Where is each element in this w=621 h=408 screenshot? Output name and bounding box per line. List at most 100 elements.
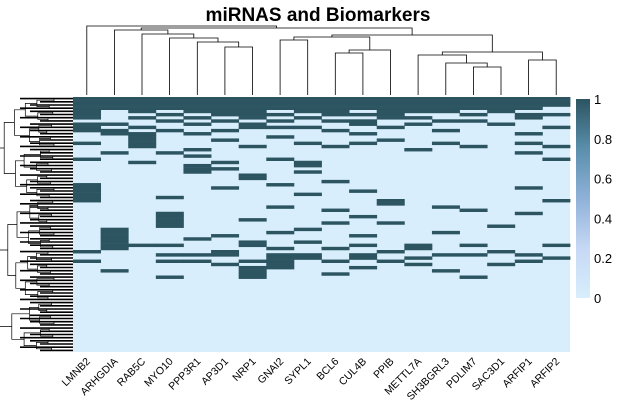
column-dendrogram-branch: [86, 25, 277, 95]
heatmap-cell: [155, 243, 184, 248]
heatmap-cell: [238, 240, 267, 244]
heatmap-cell: [73, 122, 102, 126]
heatmap-cell: [321, 100, 350, 104]
colorbar: [576, 99, 590, 298]
heatmap-cell: [211, 253, 240, 257]
heatmap-cell: [183, 103, 212, 107]
heatmap-cell: [321, 144, 350, 149]
heatmap-cell: [266, 119, 295, 123]
heatmap-cell: [349, 253, 378, 257]
heatmap-cell: [73, 100, 102, 104]
heatmap-cell: [100, 100, 129, 104]
heatmap-cell: [128, 97, 157, 101]
heatmap-cell: [183, 122, 212, 126]
heatmap-cell: [238, 97, 267, 101]
heatmap-cell: [376, 103, 405, 107]
heatmap-cell: [183, 259, 212, 263]
heatmap-cell: [431, 103, 460, 107]
column-dendrogram-branch: [334, 52, 364, 95]
heatmap-cell: [542, 243, 571, 248]
heatmap-cell: [100, 227, 129, 232]
heatmap-cell: [238, 259, 267, 263]
heatmap-cell: [376, 116, 405, 120]
heatmap-cell: [73, 199, 102, 203]
heatmap-cell: [542, 97, 571, 101]
heatmap-cell: [100, 106, 129, 110]
heatmap-cell: [293, 256, 322, 260]
heatmap-cell: [100, 97, 129, 101]
colorbar-tick-label: 0.4: [594, 211, 612, 226]
heatmap-cell: [459, 144, 488, 149]
heatmap-cell: [293, 253, 322, 257]
heatmap-cell: [128, 132, 157, 136]
row-dendrogram-branch: [15, 262, 28, 289]
heatmap-cell: [211, 112, 240, 117]
heatmap-cell: [238, 125, 267, 130]
heatmap-cell: [73, 128, 102, 133]
heatmap-cell: [211, 103, 240, 107]
colorbar-tick-label: 0: [594, 291, 601, 306]
heatmap-cell: [376, 109, 405, 114]
heatmap-cell: [349, 119, 378, 123]
column-label: ARFIP1: [500, 356, 535, 391]
heatmap-cell: [100, 243, 129, 248]
heatmap-cell: [100, 103, 129, 107]
column-label: GNAI2: [255, 356, 286, 387]
heatmap-cell: [100, 128, 129, 133]
heatmap-cell: [183, 170, 212, 174]
heatmap-cell: [238, 218, 267, 222]
colorbar-tick-label: 1: [594, 92, 601, 107]
heatmap-cell: [293, 227, 322, 232]
heatmap-cell: [266, 125, 295, 130]
heatmap-cell: [376, 250, 405, 254]
heatmap-cell: [211, 160, 240, 165]
heatmap-cell: [321, 109, 350, 114]
heatmap-cell: [155, 214, 184, 219]
heatmap-cell: [266, 135, 295, 139]
heatmap-cell: [349, 122, 378, 126]
color-legend: 0 0.2 0.4 0.6 0.8 1: [576, 92, 612, 306]
heatmap-cell: [238, 103, 267, 107]
heatmap-cell: [404, 97, 433, 101]
heatmap-cell: [349, 256, 378, 260]
heatmap-cell: [183, 148, 212, 152]
heatmap-cell: [100, 269, 129, 273]
heatmap-cell: [404, 148, 433, 152]
heatmap-cell: [73, 183, 102, 187]
heatmap-cell: [514, 259, 543, 263]
heatmap-cell: [459, 253, 488, 257]
heatmap-cell: [238, 116, 267, 120]
column-dendrogram-branch: [196, 41, 240, 95]
heatmap-cell: [266, 265, 295, 270]
heatmap-cell: [404, 243, 433, 248]
heatmap-cell: [487, 106, 516, 110]
heatmap-cell: [293, 125, 322, 130]
heatmap-cell: [514, 141, 543, 146]
heatmap-cell: [155, 100, 184, 104]
heatmap-cell: [266, 106, 295, 110]
heatmap-cell: [183, 132, 212, 136]
heatmap-cell: [349, 112, 378, 117]
heatmap-cell: [155, 211, 184, 216]
chart-title: miRNAS and Biomarkers: [206, 5, 431, 26]
heatmap-cell: [100, 132, 129, 136]
heatmap-cell: [155, 97, 184, 101]
heatmap-cell: [487, 103, 516, 107]
heatmap-cell: [431, 128, 460, 133]
column-dendrogram-branch: [114, 29, 169, 95]
heatmap-cell: [487, 109, 516, 114]
heatmap-cell: [404, 106, 433, 110]
heatmap-cell: [321, 179, 350, 184]
heatmap-cell: [321, 272, 350, 276]
heatmap-cell: [155, 112, 184, 117]
heatmap-cell: [238, 122, 267, 126]
heatmap-cell: [73, 116, 102, 120]
heatmap-cell: [266, 205, 295, 209]
column-dendrogram-branch: [348, 49, 391, 95]
heatmap-cell: [404, 246, 433, 251]
heatmap-cell: [487, 250, 516, 254]
heatmap-cell: [211, 186, 240, 190]
heatmap-cell: [238, 265, 267, 270]
heatmap-cell: [321, 221, 350, 225]
heatmap-cell: [376, 259, 405, 263]
